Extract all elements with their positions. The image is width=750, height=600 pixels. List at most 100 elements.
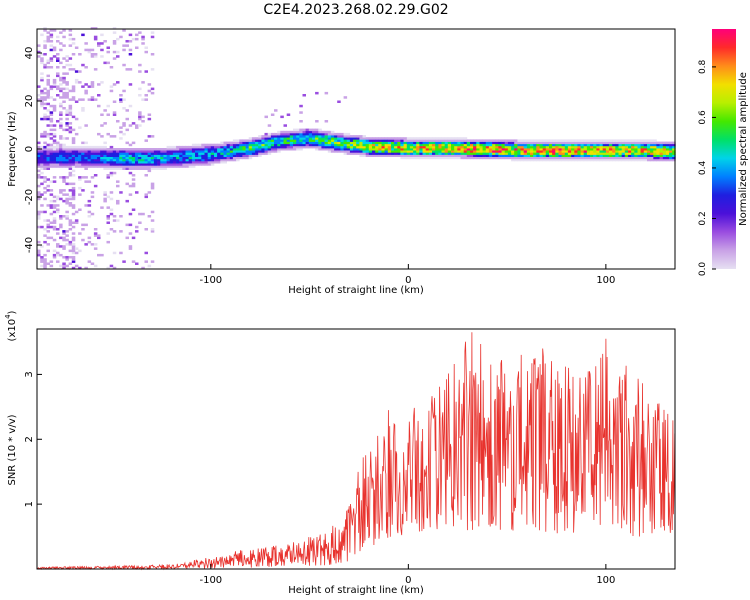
heatmap-cell [125, 158, 129, 162]
heatmap-cell [49, 96, 54, 99]
heatmap-cell [574, 143, 578, 147]
heatmap-cell [416, 150, 420, 153]
heatmap-cell [103, 154, 107, 157]
heatmap-cell [533, 141, 537, 145]
heatmap-cell [106, 154, 110, 157]
heatmap-cell [343, 137, 348, 140]
heatmap-cell [251, 154, 256, 157]
heatmap-cell [195, 156, 199, 160]
heatmap-cell [451, 148, 455, 151]
heatmap-cell [236, 152, 240, 155]
heatmap-cell [283, 130, 287, 134]
heatmap-cell [353, 139, 357, 142]
heatmap-cell [59, 154, 63, 157]
colorbar-tick-label: 0.0 [698, 262, 708, 277]
heatmap-cell [147, 165, 152, 168]
heatmap-cell [201, 148, 205, 151]
heatmap-cell [223, 161, 227, 164]
heatmap-cell [507, 145, 512, 149]
heatmap-cell [406, 141, 411, 145]
heatmap-cell [533, 156, 537, 160]
heatmap-cell [74, 264, 79, 268]
heatmap-cell [466, 150, 471, 153]
heatmap-cell [647, 154, 651, 157]
heatmap-cell [400, 141, 404, 145]
heatmap-cell [172, 156, 177, 160]
heatmap-cell [128, 247, 133, 250]
heatmap-cell [520, 145, 524, 149]
heatmap-cell [274, 139, 278, 142]
heatmap-cell [482, 148, 487, 151]
heatmap-cell [574, 150, 578, 153]
heatmap-cell [318, 132, 322, 136]
heatmap-cell [65, 217, 69, 220]
heatmap-cell [583, 152, 588, 155]
heatmap-cell [37, 249, 41, 253]
heatmap-cell [122, 156, 126, 160]
heatmap-cell [195, 148, 199, 151]
heatmap-cell [631, 143, 635, 147]
heatmap-cell [251, 145, 256, 149]
heatmap-cell [507, 139, 512, 142]
heatmap-cell [191, 150, 196, 153]
heatmap-cell [609, 139, 613, 142]
heatmap-cell [160, 165, 164, 168]
heatmap-cell [163, 148, 167, 151]
heatmap-cell [239, 143, 243, 147]
heatmap-cell [549, 158, 553, 162]
heatmap-cell [549, 143, 553, 147]
heatmap-cell [43, 180, 47, 183]
heatmap-cell [68, 29, 73, 32]
heatmap-cell [93, 150, 98, 153]
heatmap-cell [71, 154, 76, 157]
heatmap-cell [653, 145, 657, 149]
heatmap-cell [43, 258, 47, 261]
heatmap-cell [65, 264, 69, 268]
heatmap-cell [103, 40, 107, 43]
heatmap-cell [49, 44, 54, 47]
heatmap-cell [479, 145, 483, 149]
heatmap-cell [258, 141, 262, 145]
heatmap-cell [346, 152, 351, 155]
heatmap-cell [530, 152, 534, 155]
heatmap-cell [359, 152, 363, 155]
heatmap-cell [561, 143, 566, 147]
heatmap-cell [71, 85, 76, 88]
heatmap-cell [650, 156, 654, 160]
heatmap-cell [71, 148, 76, 151]
heatmap-cell [482, 141, 487, 145]
heatmap-cell [223, 158, 227, 162]
heatmap-cell [56, 197, 60, 201]
heatmap-cell [182, 154, 186, 157]
heatmap-cell [552, 152, 556, 155]
heatmap-cell [37, 156, 41, 160]
heatmap-cell [656, 152, 660, 155]
heatmap-cell [555, 156, 559, 160]
colorbar-tick-label: 0.4 [698, 161, 708, 176]
heatmap-cell [93, 145, 98, 149]
heatmap-cell [62, 107, 66, 110]
heatmap-cell [43, 46, 47, 49]
heatmap-cell [109, 264, 114, 268]
heatmap-cell [46, 178, 50, 181]
heatmap-cell [62, 161, 66, 164]
heatmap-cell [255, 152, 259, 155]
heatmap-cell [179, 158, 183, 162]
heatmap-cell [59, 111, 63, 114]
heatmap-cell [526, 154, 531, 157]
heatmap-cell [454, 143, 458, 147]
heatmap-cell [68, 57, 73, 60]
heatmap-cell [349, 141, 354, 145]
heatmap-cell [87, 154, 92, 157]
heatmap-cell [198, 152, 202, 155]
heatmap-cell [106, 158, 110, 162]
heatmap-cell [65, 124, 69, 127]
heatmap-cell [131, 184, 136, 188]
heatmap-cell [106, 152, 110, 155]
heatmap-cell [356, 152, 360, 155]
heatmap-cell [153, 150, 158, 153]
heatmap-cell [49, 117, 54, 121]
heatmap-cell [609, 145, 613, 149]
heatmap-cell [470, 143, 474, 147]
